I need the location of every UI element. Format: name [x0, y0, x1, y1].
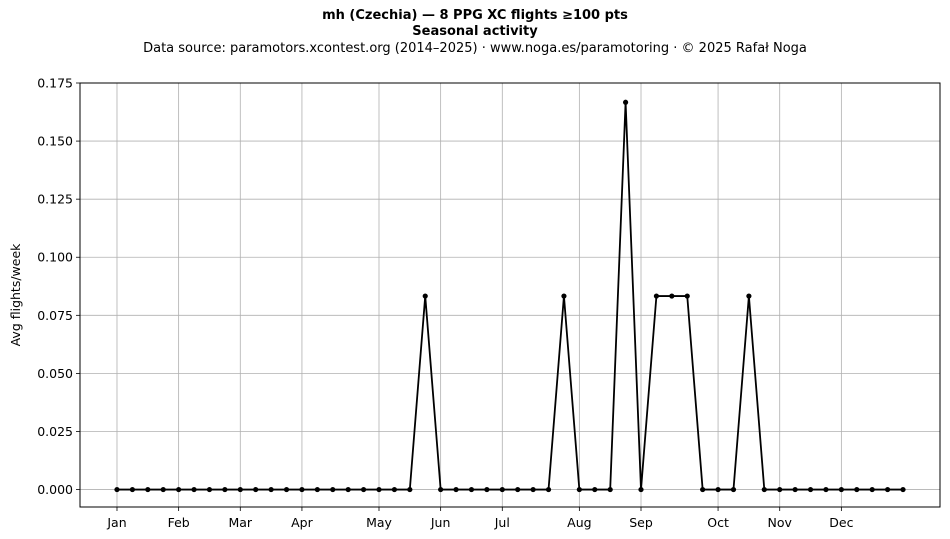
x-tick-label: Apr: [291, 515, 313, 530]
data-point: [761, 486, 767, 493]
x-tick-label: Jun: [430, 515, 451, 530]
data-point: [484, 486, 490, 493]
x-tick-label: May: [366, 515, 392, 530]
data-point: [468, 486, 475, 493]
data-point: [114, 486, 120, 493]
data-point: [391, 486, 398, 493]
data-point: [746, 293, 752, 299]
data-point: [438, 486, 444, 493]
data-point: [545, 486, 552, 493]
data-point: [422, 293, 428, 299]
x-tick-label: Feb: [168, 515, 190, 530]
data-point: [838, 486, 844, 493]
x-tick-label: Nov: [768, 515, 793, 530]
y-tick-label: 0.025: [37, 424, 73, 439]
data-point: [268, 486, 274, 493]
data-point: [807, 486, 814, 493]
data-point: [607, 486, 613, 493]
data-point: [191, 486, 197, 493]
data-point: [407, 486, 413, 493]
data-point: [330, 486, 336, 493]
y-axis: 0.000 0.025 0.050 0.075 0.100 0.125 0.150 0.175: [37, 76, 80, 497]
data-point: [900, 486, 906, 493]
series-line: [116, 101, 904, 491]
data-point: [700, 486, 706, 493]
data-point: [206, 486, 213, 493]
chart-source: Data source: paramotors.xcontest.org (20…: [143, 41, 807, 56]
data-point: [622, 99, 629, 105]
data-point: [684, 293, 690, 299]
chart-title-block: mh (Czechia) — 8 PPG XC flights ≥100 pts…: [0, 8, 950, 58]
data-point: [283, 486, 290, 493]
data-point: [653, 293, 660, 299]
data-point: [299, 486, 305, 493]
chart-title: mh (Czechia) — 8 PPG XC flights ≥100 pts: [322, 8, 628, 23]
data-point: [160, 486, 166, 493]
grid-lines: [80, 82, 940, 507]
data-point: [530, 486, 536, 493]
data-point: [561, 293, 567, 299]
data-point: [592, 486, 598, 493]
data-point: [792, 486, 798, 493]
data-point: [129, 486, 136, 493]
x-axis: Jan Feb Mar Apr May Jun Jul Aug Sep Oct Nov Dec: [106, 507, 854, 530]
data-point: [576, 486, 582, 493]
y-axis-label: Avg flights/week: [8, 243, 23, 347]
data-point: [360, 486, 367, 493]
x-tick-label: Aug: [567, 515, 591, 530]
data-point: [345, 486, 351, 493]
data-point: [884, 486, 891, 493]
x-tick-label: Jul: [494, 515, 510, 530]
data-point: [823, 486, 829, 493]
data-point: [314, 486, 320, 493]
x-tick-label: Dec: [829, 515, 853, 530]
y-tick-label: 0.100: [37, 250, 73, 265]
y-tick-label: 0.050: [37, 366, 73, 381]
data-point: [253, 486, 259, 493]
data-point: [515, 486, 521, 493]
data-point: [499, 486, 505, 493]
data-point: [854, 486, 860, 493]
x-tick-label: Mar: [228, 515, 252, 530]
data-point: [638, 486, 644, 493]
data-point: [669, 293, 675, 299]
chart-subtitle: Seasonal activity: [412, 24, 538, 39]
data-point: [176, 486, 182, 493]
data-point: [376, 486, 382, 493]
y-tick-label: 0.150: [37, 134, 73, 149]
x-tick-label: Oct: [707, 515, 729, 530]
data-point: [869, 486, 875, 493]
data-point: [222, 486, 228, 493]
plot-frame: [79, 82, 941, 508]
data-point: [453, 486, 459, 493]
y-tick-label: 0.125: [37, 192, 73, 207]
data-point: [777, 486, 783, 493]
data-point: [237, 486, 243, 493]
data-point: [145, 486, 151, 493]
data-point: [715, 486, 721, 493]
series-layer: [114, 99, 906, 493]
y-tick-label: 0.000: [37, 482, 73, 497]
x-tick-label: Jan: [106, 515, 126, 530]
y-tick-label: 0.175: [37, 76, 73, 91]
data-point: [730, 486, 737, 493]
x-tick-label: Sep: [629, 515, 653, 530]
y-tick-label: 0.075: [37, 308, 73, 323]
